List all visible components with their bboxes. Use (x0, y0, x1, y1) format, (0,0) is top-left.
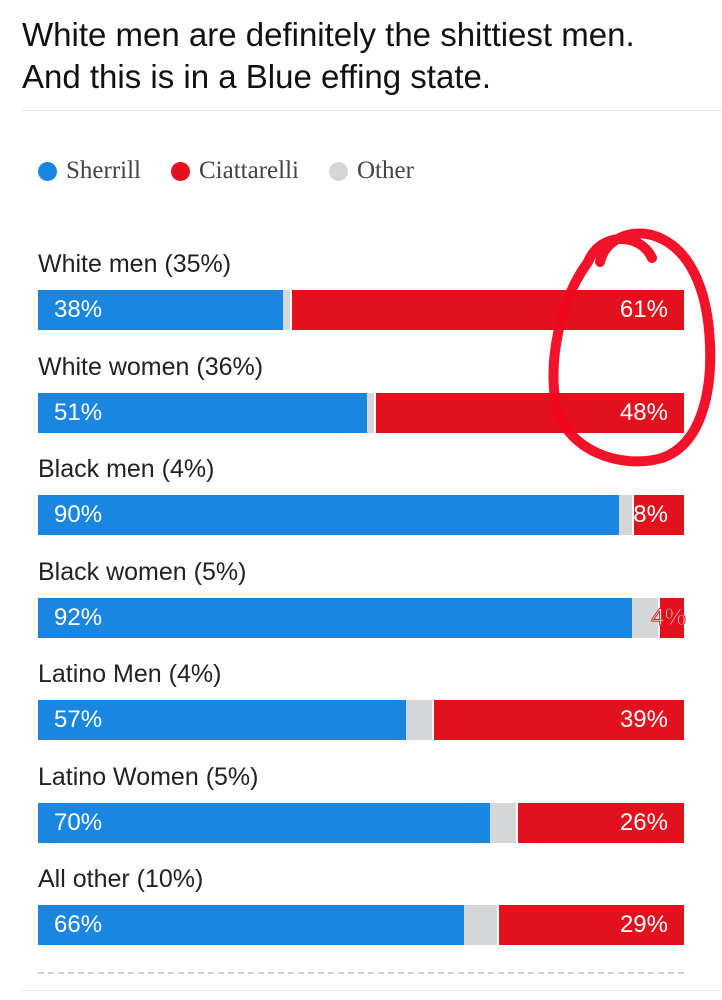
post-bottom-separator (22, 990, 722, 991)
post-text-line-2: And this is in a Blue effing state. (22, 58, 492, 95)
bar-segment-sherrill-latino-men: 57% (38, 700, 407, 740)
group-label-all-other: All other (10%) (38, 865, 204, 893)
bar-segment-sherrill-black-men: 90% (38, 495, 620, 535)
value-label-ciattarelli-white-men: 61% (619, 296, 668, 323)
legend-item-other: Other (328, 157, 414, 185)
value-label-ciattarelli-black-men: 8% (633, 501, 668, 528)
value-label-ciattarelli-latino-women: 26% (619, 808, 668, 836)
value-label-sherrill-black-men: 90% (54, 501, 103, 528)
value-label-ciattarelli-latino-men: 39% (619, 706, 668, 733)
bar-segment-sherrill-latino-women: 70% (38, 802, 491, 843)
group-label-latino-men: Latino Men (4%) (38, 660, 222, 688)
bar-segment-ciattarelli-all-other: 29% (496, 905, 684, 945)
value-label-sherrill-all-other: 66% (54, 911, 103, 938)
bar-segment-sherrill-black-women: 92% (38, 597, 633, 638)
bar-segment-ciattarelli-white-women: 48% (373, 392, 684, 433)
bar-segment-other-white-men (283, 290, 290, 330)
bar-segment-other-all-other (464, 905, 497, 945)
chart-bottom-dashed-line (38, 972, 684, 974)
bar-segment-sherrill-white-women: 51% (38, 392, 368, 433)
bar-black-women: 92% 4% (38, 597, 686, 638)
post-separator (22, 110, 722, 111)
value-label-ciattarelli-black-women: 4% (651, 603, 687, 631)
legend-dot-sherrill-icon (38, 161, 57, 181)
bar-white-men: 38% 61% (38, 290, 684, 330)
bar-segment-ciattarelli-latino-men: 39% (432, 700, 684, 740)
value-label-sherrill-latino-men: 57% (54, 706, 103, 733)
legend-label-other: Other (356, 157, 414, 184)
value-label-ciattarelli-all-other: 29% (619, 911, 668, 938)
legend-label-ciattarelli: Ciattarelli (199, 157, 299, 184)
bar-segment-other-black-women (632, 597, 659, 638)
value-label-ciattarelli-white-women: 48% (619, 398, 668, 426)
bar-segment-ciattarelli-black-women: 4% (651, 597, 686, 638)
legend-dot-ciattarelli-icon (171, 161, 190, 181)
bar-latino-women: 70% 26% (38, 802, 684, 843)
post-text: White men are definitely the shittiest m… (22, 14, 712, 98)
post-text-line-1: White men are definitely the shittiest m… (22, 16, 635, 53)
legend-item-ciattarelli: Ciattarelli (171, 157, 299, 185)
legend-item-sherrill: Sherrill (38, 157, 141, 185)
bar-segment-other-latino-men (406, 700, 433, 740)
bar-segment-ciattarelli-black-men: 8% (632, 495, 684, 535)
bar-segment-ciattarelli-white-men: 61% (289, 290, 684, 330)
bar-segment-sherrill-white-men: 38% (38, 290, 284, 330)
bar-segment-ciattarelli-latino-women: 26% (516, 802, 684, 843)
group-label-white-men: White men (35%) (38, 250, 232, 278)
legend-label-sherrill: Sherrill (66, 157, 141, 184)
value-label-sherrill-white-women: 51% (54, 398, 103, 426)
bar-all-other: 66% 29% (38, 905, 684, 945)
bar-segment-other-latino-women (490, 802, 517, 843)
bar-latino-men: 57% 39% (38, 700, 684, 740)
group-label-white-women: White women (36%) (38, 352, 264, 381)
value-label-sherrill-white-men: 38% (54, 296, 103, 323)
group-label-latino-women: Latino Women (5%) (38, 762, 259, 791)
value-label-sherrill-latino-women: 70% (54, 808, 103, 836)
legend-dot-other-icon (328, 161, 348, 181)
bar-black-men: 90% 8% (38, 495, 684, 535)
bar-segment-other-white-women (367, 392, 374, 433)
group-label-black-men: Black men (4%) (38, 455, 215, 483)
bar-segment-other-black-men (619, 495, 633, 535)
chart-legend: Sherrill Ciattarelli Other (38, 154, 444, 188)
value-label-sherrill-black-women: 92% (54, 603, 103, 631)
group-label-black-women: Black women (5%) (38, 557, 247, 586)
bar-segment-sherrill-all-other: 66% (38, 905, 465, 945)
bar-white-women: 51% 48% (38, 392, 684, 433)
